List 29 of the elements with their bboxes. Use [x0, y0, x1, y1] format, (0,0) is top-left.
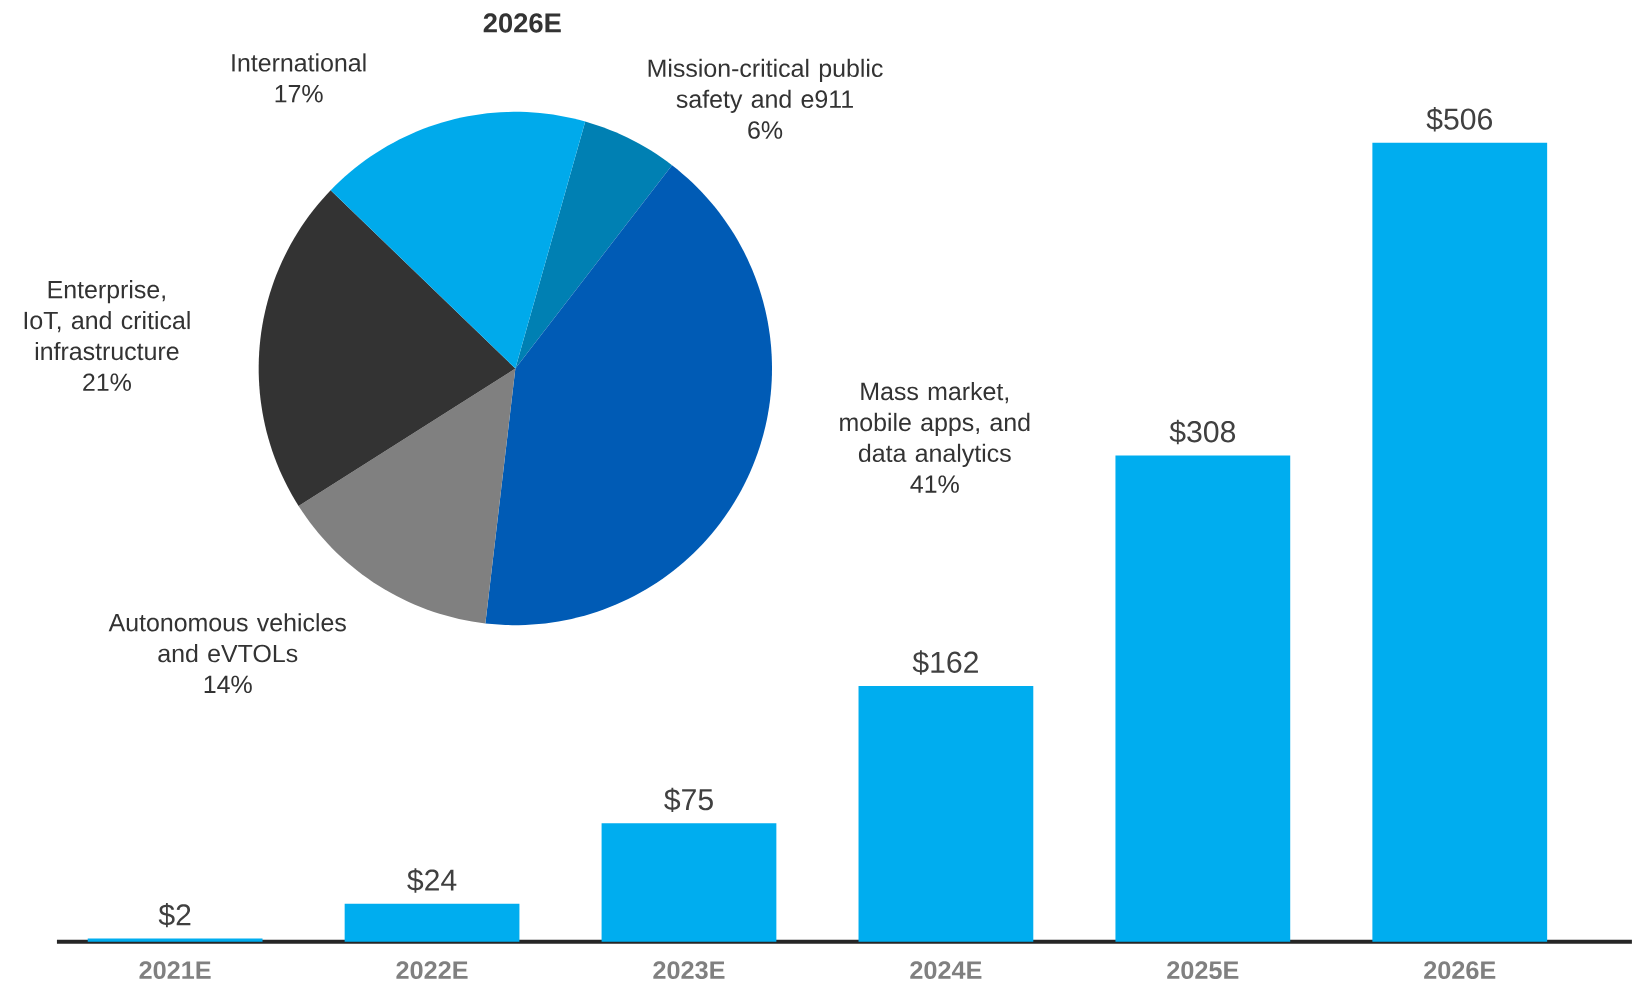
x-tick-label: 2022E — [396, 961, 468, 980]
x-tick-label: 2021E — [139, 961, 211, 980]
data-label: 6% — [748, 121, 783, 140]
x-tick-label: 2024E — [910, 961, 982, 980]
data-label: $308 — [1169, 419, 1236, 445]
x-tick-label: 2023E — [653, 961, 725, 980]
data-label: $506 — [1426, 107, 1493, 132]
bar — [601, 823, 777, 942]
x-tick-label: 2025E — [1167, 961, 1239, 980]
bar — [1115, 455, 1291, 942]
chart-title: 2026E — [483, 13, 561, 33]
slice-label: Autonomous vehicles and eVTOLs — [108, 613, 346, 663]
slice-label: Mission-critical public safety and e911 — [648, 58, 883, 114]
data-label: $24 — [407, 868, 457, 893]
bar — [87, 938, 263, 942]
bar — [1372, 142, 1548, 942]
x-tick-label: 2026E — [1424, 961, 1496, 980]
slice-label: Mass market, mobile apps, and data analytics — [840, 382, 1030, 468]
slice-label: International — [232, 53, 366, 72]
bar — [858, 686, 1034, 942]
data-label: 41% — [910, 475, 959, 494]
data-label: 21% — [83, 373, 131, 392]
data-label: $2 — [158, 903, 191, 928]
slice-label: Enterprise, IoT, and critical infrastructure — [24, 280, 190, 361]
data-label: 17% — [275, 85, 323, 103]
data-label: $162 — [912, 650, 978, 675]
bar — [344, 904, 520, 942]
data-label: $75 — [664, 787, 713, 813]
data-label: 14% — [204, 675, 252, 694]
